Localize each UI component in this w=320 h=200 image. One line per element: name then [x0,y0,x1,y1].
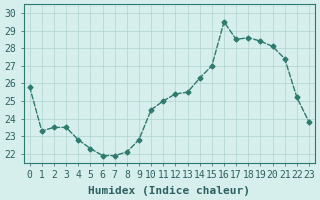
X-axis label: Humidex (Indice chaleur): Humidex (Indice chaleur) [88,186,250,196]
